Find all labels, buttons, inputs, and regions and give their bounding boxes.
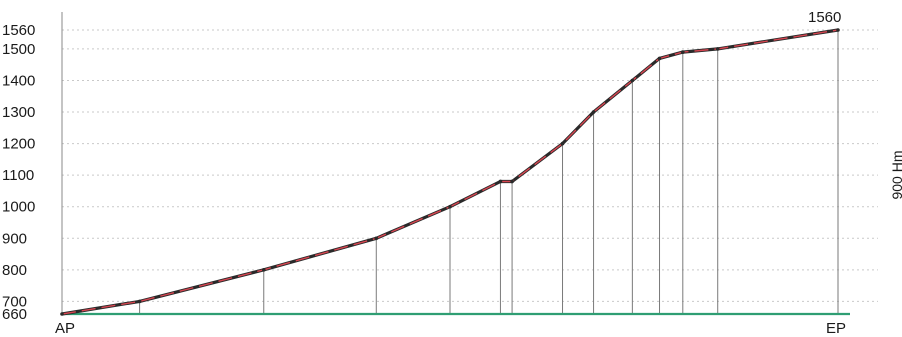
profile-point xyxy=(836,28,840,32)
y-tick-label: 1560 xyxy=(2,22,35,39)
profile-point xyxy=(374,236,379,241)
y-tick-label: 1300 xyxy=(2,104,35,121)
profile-point xyxy=(657,56,662,61)
start-label: AP xyxy=(55,320,75,337)
profile-line-group xyxy=(60,28,850,316)
vertical-drop-lines xyxy=(139,30,839,314)
y-tick-label: 1100 xyxy=(2,167,34,184)
y-tick-label: 1500 xyxy=(2,41,35,58)
y-tick-label: 1000 xyxy=(2,199,35,216)
y-tick-label: 700 xyxy=(2,293,27,310)
y-tick-label: 900 xyxy=(2,230,27,247)
y-tick-label: 1200 xyxy=(2,136,35,153)
profile-point xyxy=(448,204,452,209)
profile-point xyxy=(630,78,635,83)
profile-point xyxy=(60,312,64,316)
profile-point xyxy=(137,299,142,304)
profile-point xyxy=(510,179,514,184)
profile-point xyxy=(261,268,266,272)
y-tick-label: 800 xyxy=(2,262,27,279)
profile-point xyxy=(591,110,596,114)
profile-point xyxy=(560,141,565,146)
profile-point xyxy=(715,47,720,51)
y-tick-label: 1400 xyxy=(2,72,35,89)
profile-highlight-line xyxy=(61,29,839,315)
y-tick-label: 660 xyxy=(2,306,27,323)
end-label: EP xyxy=(826,320,846,337)
profile-point xyxy=(498,179,503,184)
peak-value-label: 1560 xyxy=(808,9,841,26)
profile-point xyxy=(681,50,685,54)
grid xyxy=(61,12,878,314)
elevation-gain-label: 900 Hm xyxy=(889,150,902,199)
